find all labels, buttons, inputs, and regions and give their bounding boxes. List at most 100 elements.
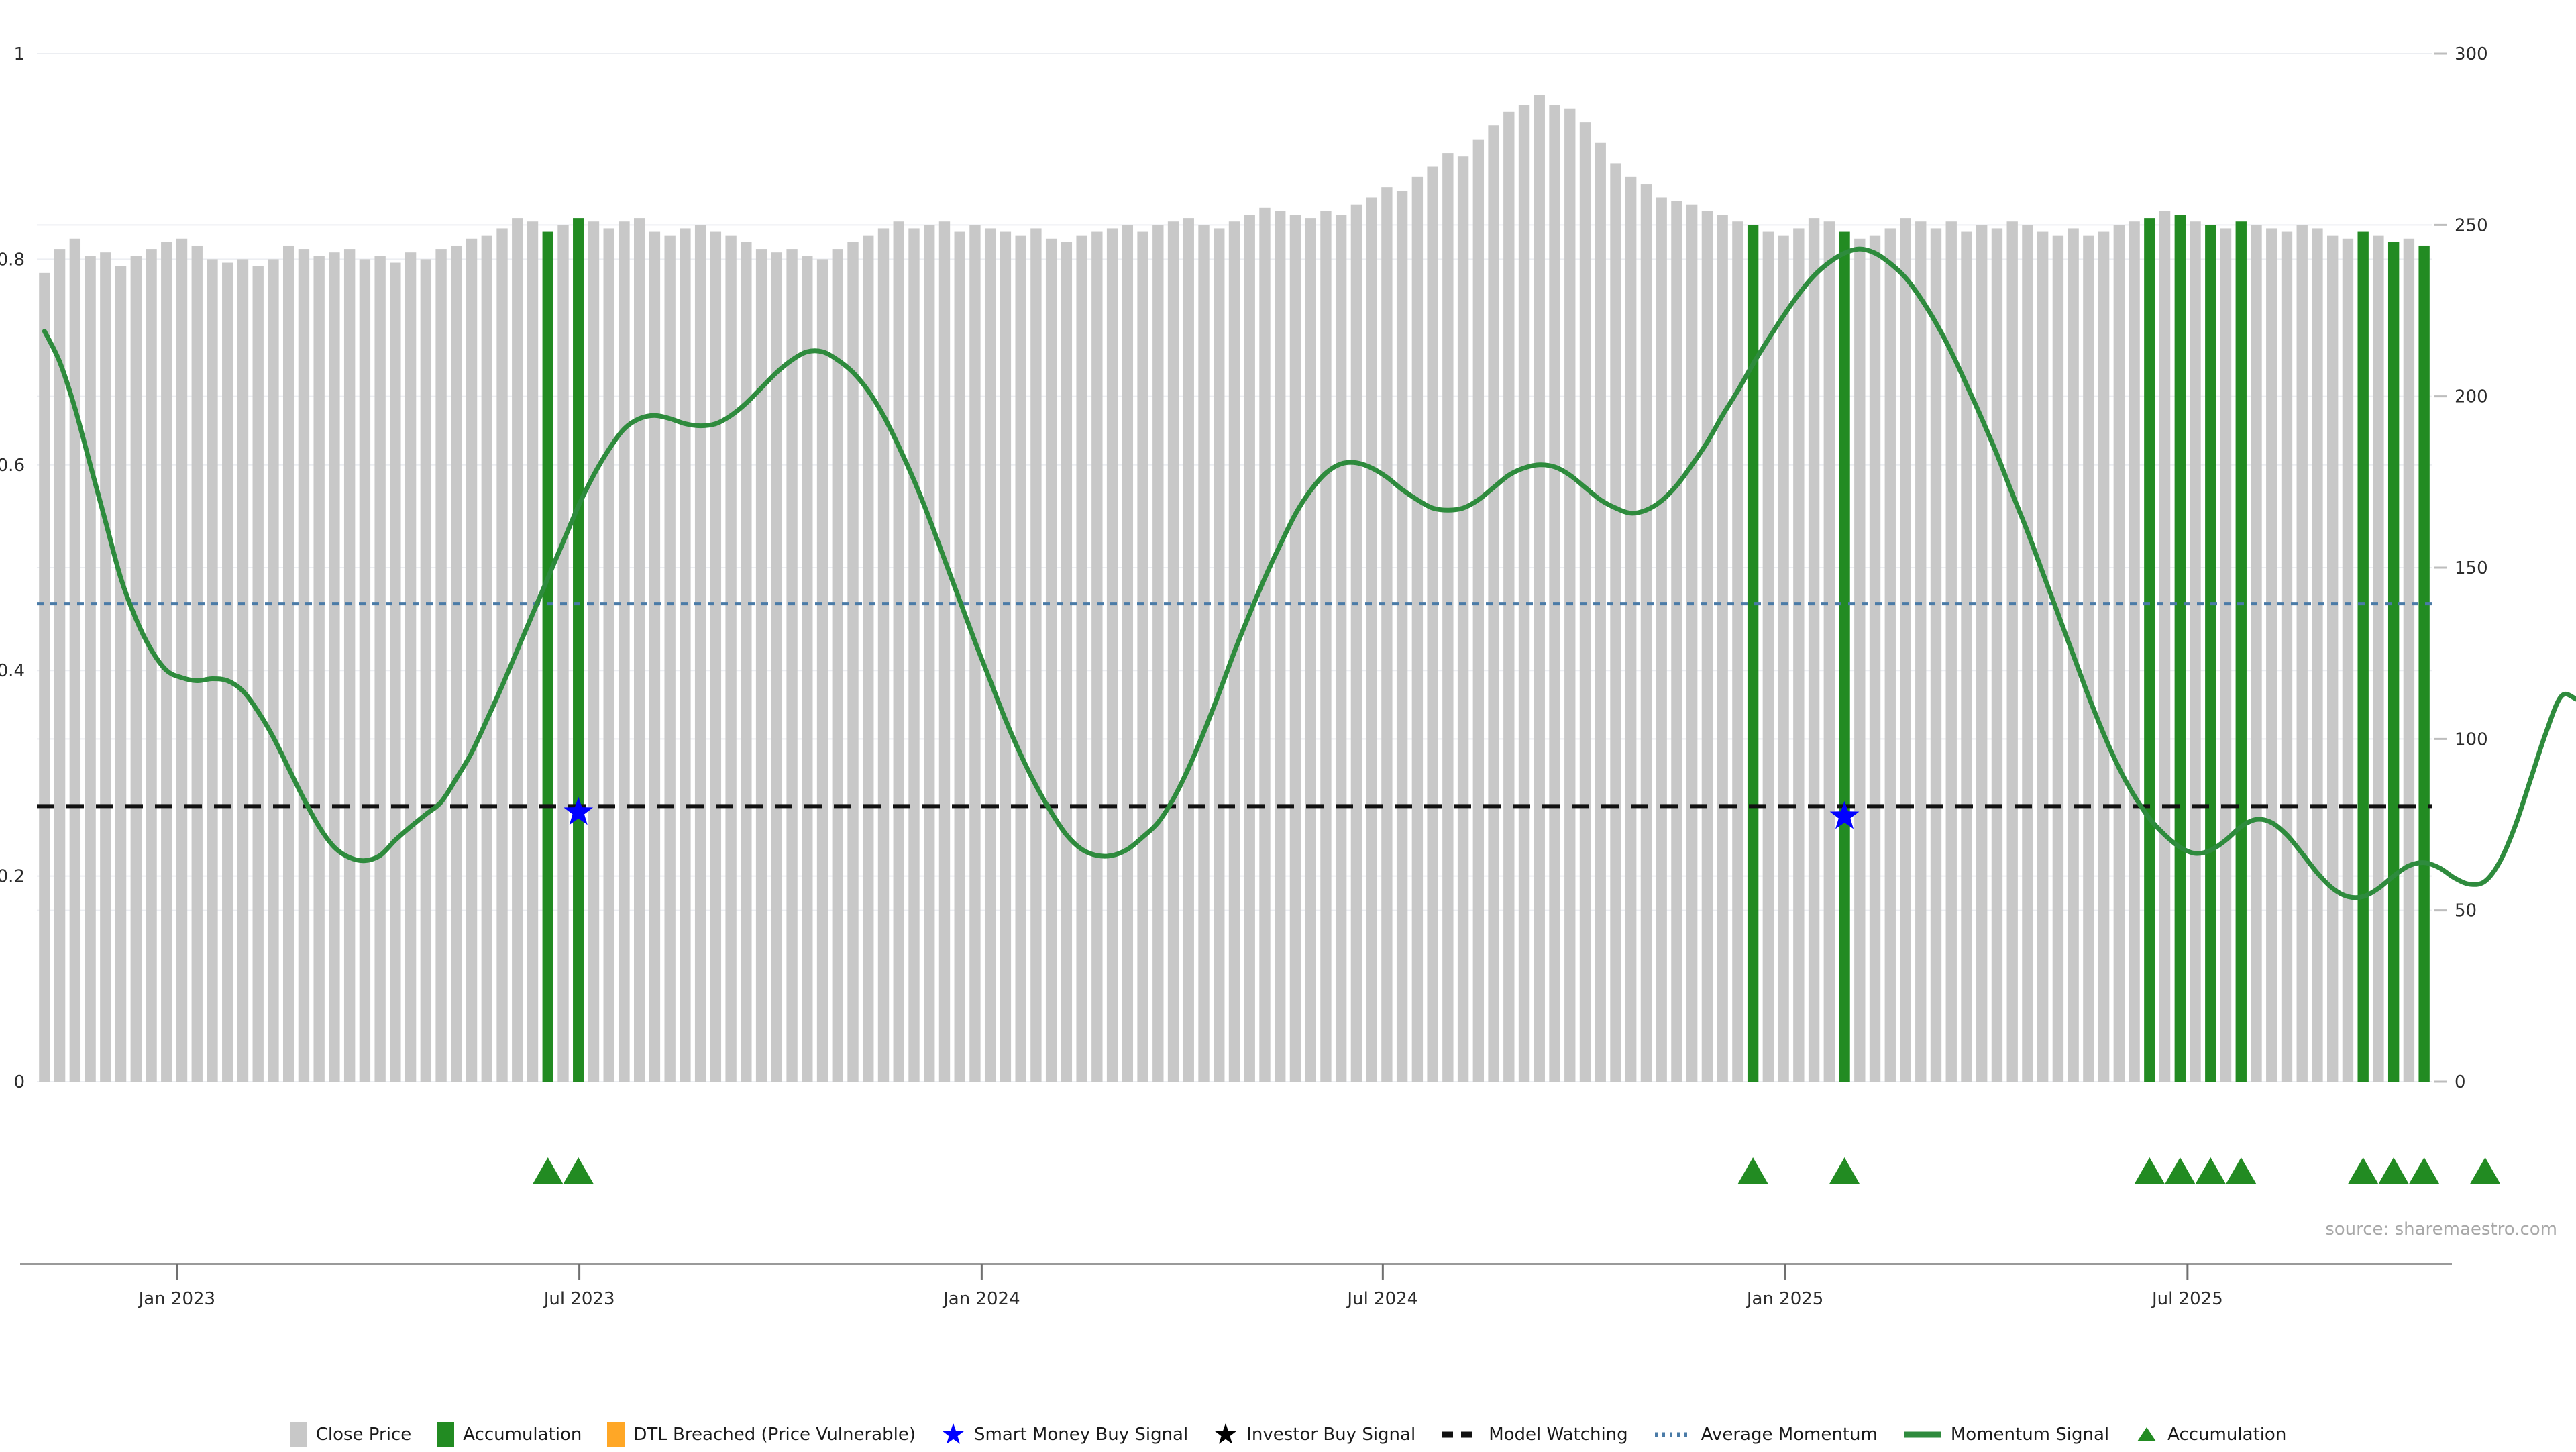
close-price-bar xyxy=(741,242,752,1082)
legend-item[interactable]: Accumulation xyxy=(2135,1422,2286,1447)
close-price-bar xyxy=(847,242,859,1082)
close-price-bar xyxy=(1656,197,1667,1082)
chart-legend: Close Price Accumulation DTL Breached (Pri… xyxy=(0,1417,2576,1452)
close-price-bar xyxy=(1503,111,1515,1082)
close-price-bar xyxy=(1259,207,1271,1082)
close-price-bar xyxy=(786,249,798,1082)
close-price-bar xyxy=(1945,221,1957,1082)
close-price-bar xyxy=(1167,221,1179,1082)
legend-item[interactable]: Model Watching xyxy=(1441,1422,1628,1447)
legend-item[interactable]: Accumulation xyxy=(437,1422,582,1447)
legend-star-icon xyxy=(941,1422,965,1447)
close-price-bar xyxy=(2342,238,2354,1082)
x-axis-tick-label: Jul 2023 xyxy=(543,1289,615,1309)
close-price-bar xyxy=(481,235,492,1082)
smart-money-buy-signal-markers xyxy=(564,796,1860,829)
close-price-bar xyxy=(405,252,417,1082)
close-price-bar xyxy=(680,228,691,1082)
close-price-bar xyxy=(1106,228,1118,1082)
close-price-bar xyxy=(1381,187,1393,1082)
accumulation-triangle-up-icon xyxy=(1737,1157,1769,1184)
close-price-bar xyxy=(1579,122,1591,1082)
close-price-bar xyxy=(1778,235,1789,1082)
left-axis-tick-label: 0.8 xyxy=(0,250,25,270)
close-price-bar xyxy=(1808,218,1820,1082)
close-price-bar xyxy=(984,228,996,1082)
close-price-bar xyxy=(802,256,813,1082)
close-price-bar xyxy=(1793,228,1805,1082)
close-price-bar xyxy=(954,231,965,1082)
close-price-bar xyxy=(694,225,706,1082)
close-price-bar xyxy=(313,256,325,1082)
close-price-bar xyxy=(771,252,783,1082)
legend-item[interactable]: Momentum Signal xyxy=(1903,1422,2109,1447)
close-price-bar xyxy=(619,221,630,1082)
close-price-bar xyxy=(359,259,371,1082)
accumulation-bar xyxy=(2205,225,2216,1082)
close-price-bar xyxy=(176,238,188,1082)
close-price-bar xyxy=(1396,191,1408,1082)
close-price-bar xyxy=(1900,218,1911,1082)
legend-item[interactable]: Average Momentum xyxy=(1654,1422,1878,1447)
close-price-bar xyxy=(2312,228,2323,1082)
close-price-bar xyxy=(1411,176,1424,1082)
close-price-bar xyxy=(1823,221,1835,1082)
left-axis-labels: 0 0.2 0.4 0.6 0.8 1 xyxy=(0,44,25,1092)
accumulation-bar xyxy=(1839,231,1850,1082)
close-price-bar xyxy=(435,249,447,1082)
legend-item[interactable]: Investor Buy Signal xyxy=(1214,1422,1415,1447)
x-axis-tick-label: Jul 2025 xyxy=(2151,1289,2223,1309)
close-price-bar xyxy=(877,228,890,1082)
close-price-bar xyxy=(2006,221,2018,1082)
close-price-bar xyxy=(130,256,142,1082)
left-axis-tick-label: 0.2 xyxy=(0,867,25,887)
close-price-bar xyxy=(938,221,951,1082)
close-price-bar xyxy=(2281,231,2293,1082)
close-price-bar xyxy=(1595,142,1606,1082)
close-price-bar xyxy=(710,231,722,1082)
close-price-bar xyxy=(1488,125,1499,1082)
accumulation-bar xyxy=(2418,245,2430,1082)
close-price-bar xyxy=(1442,153,1454,1082)
close-price-bar xyxy=(1061,242,1073,1082)
close-price-bar xyxy=(329,252,340,1082)
accumulation-triangle-up-icon xyxy=(2347,1157,2379,1184)
close-price-bar xyxy=(1534,95,1545,1082)
legend-item[interactable]: Smart Money Buy Signal xyxy=(941,1422,1188,1447)
close-price-bar xyxy=(1289,215,1301,1082)
accumulation-bar xyxy=(2174,215,2186,1082)
accumulation-triangle-up-icon xyxy=(532,1157,564,1184)
legend-item[interactable]: DTL Breached (Price Vulnerable) xyxy=(607,1422,916,1447)
legend-item[interactable]: Close Price xyxy=(289,1422,411,1447)
right-axis-labels: 0 50 100 150 200 250 300 xyxy=(2434,44,2488,1092)
close-price-bar xyxy=(191,245,203,1082)
legend-color-swatch xyxy=(607,1422,625,1447)
right-axis-tick-label: 100 xyxy=(2455,729,2488,749)
close-price-bar xyxy=(1076,235,1087,1082)
left-axis-tick-label: 0 xyxy=(13,1072,25,1092)
accumulation-bar xyxy=(2144,218,2155,1082)
close-price-bar xyxy=(2113,225,2125,1082)
close-price-bar xyxy=(908,228,920,1082)
close-price-bar xyxy=(1244,215,1255,1082)
close-price-bar xyxy=(496,228,508,1082)
close-price-bar xyxy=(2373,235,2384,1082)
legend-solid-line-icon xyxy=(1903,1422,1942,1447)
legend-triangle-up-icon xyxy=(2135,1422,2159,1447)
close-price-bar xyxy=(466,238,478,1082)
close-price-bar xyxy=(85,256,96,1082)
close-price-bar xyxy=(1030,228,1042,1082)
close-price-bar xyxy=(1091,231,1103,1082)
close-price-bar xyxy=(207,259,218,1082)
close-price-bar xyxy=(924,225,935,1082)
legend-item-label: Momentum Signal xyxy=(1950,1424,2110,1445)
x-axis-tick-label: Jul 2024 xyxy=(1346,1289,1418,1309)
close-price-bar xyxy=(1427,166,1438,1082)
close-price-bar xyxy=(2266,228,2277,1082)
close-price-bar xyxy=(1762,231,1774,1082)
close-price-bar xyxy=(527,221,539,1082)
close-price-bar xyxy=(1457,156,1469,1082)
close-price-bar xyxy=(1214,228,1225,1082)
close-price-bar xyxy=(2220,228,2232,1082)
x-axis-labels: Jan 2023 Jul 2023 Jan 2024 Jul 2024 Jan 2025… xyxy=(138,1264,2223,1309)
